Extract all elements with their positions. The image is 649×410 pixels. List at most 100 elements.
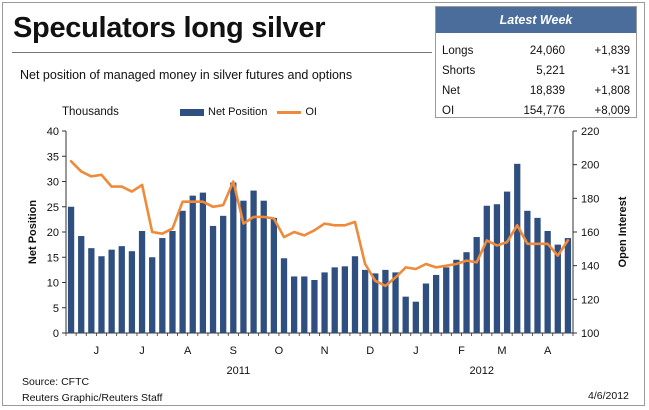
row-change: +1,808 — [594, 85, 631, 97]
latest-week-panel: Latest Week Longs 24,060 +1,839 Shorts 5… — [435, 6, 637, 118]
bar — [149, 257, 156, 333]
bar — [209, 225, 217, 333]
row-change: +31 — [610, 65, 630, 77]
bar — [534, 217, 541, 333]
bar — [361, 269, 369, 333]
bar — [250, 190, 257, 333]
y-right-tick-label: 180 — [581, 193, 599, 205]
bar — [331, 267, 338, 333]
bar — [108, 249, 115, 333]
bar — [138, 230, 146, 333]
bar — [230, 182, 237, 333]
y-left-tick-label: 20 — [47, 227, 59, 239]
bar — [128, 251, 136, 333]
bar — [169, 230, 176, 333]
bar — [544, 230, 551, 333]
bar — [301, 276, 308, 333]
legend-item-net-position: Net Position — [180, 106, 267, 118]
month-label: O — [275, 345, 284, 357]
units-label: Thousands — [62, 106, 119, 118]
chart-title: Speculators long silver — [13, 12, 326, 44]
bar — [199, 192, 207, 333]
legend-label: Net Position — [208, 106, 268, 118]
y-right-tick-label: 140 — [581, 261, 599, 273]
y-left-tick-label: 10 — [47, 278, 59, 290]
bar — [291, 276, 298, 333]
bar — [503, 191, 511, 333]
bar — [564, 238, 572, 333]
title-divider — [12, 52, 432, 53]
legend-bar-swatch — [180, 108, 204, 116]
bar — [402, 296, 409, 333]
bar — [88, 248, 95, 333]
month-label: N — [321, 345, 329, 357]
table-row: OI 154,776 +8,009 — [436, 101, 636, 121]
bar — [392, 272, 399, 333]
legend-label: OI — [305, 106, 317, 118]
source-note: Source: CFTC — [22, 376, 90, 388]
y-left-tick-label: 35 — [47, 151, 59, 163]
bar — [179, 210, 186, 333]
bar — [311, 279, 318, 333]
bar — [514, 163, 521, 333]
bar — [432, 274, 440, 333]
month-label: J — [139, 345, 145, 357]
bar — [483, 205, 490, 333]
bars-layer — [67, 163, 572, 333]
latest-week-header: Latest Week — [436, 7, 636, 33]
labels-layer: 0 5 10 15 20 25 30 35 40 100 120 140 160 180 200 220 Net… — [27, 126, 629, 377]
bar — [524, 210, 531, 333]
y-left-tick-label: 40 — [47, 126, 59, 138]
year-label: 2012 — [469, 365, 493, 377]
y-right-tick-label: 200 — [581, 160, 599, 172]
date-stamp: 4/6/2012 — [588, 390, 629, 402]
bar — [240, 200, 247, 333]
row-label: OI — [442, 105, 455, 117]
year-label: 2011 — [227, 365, 251, 377]
legend-item-oi: OI — [277, 106, 317, 118]
bar — [554, 244, 561, 333]
bar — [351, 256, 359, 333]
bar — [159, 238, 166, 333]
bar — [463, 252, 470, 333]
bar — [260, 200, 267, 333]
y-left-tick-label: 5 — [53, 303, 59, 315]
row-change: +1,839 — [594, 45, 631, 57]
row-label: Longs — [442, 45, 474, 57]
bar — [412, 301, 419, 333]
table-row: Longs 24,060 +1,839 — [436, 41, 636, 61]
y-left-axis-title: Net Position — [27, 200, 39, 264]
table-row: Shorts 5,221 +31 — [436, 61, 636, 81]
y-left-tick-label: 15 — [47, 252, 59, 264]
month-label: A — [184, 345, 192, 357]
table-row: Net 18,839 +1,808 — [436, 81, 636, 101]
bar — [118, 246, 125, 333]
y-right-tick-label: 160 — [581, 227, 599, 239]
row-value: 24,060 — [529, 45, 566, 57]
month-label: J — [94, 345, 100, 357]
bar — [280, 258, 288, 333]
latest-week-table: Longs 24,060 +1,839 Shorts 5,221 +31 Net… — [436, 41, 636, 121]
y-left-tick-label: 25 — [47, 202, 59, 214]
chart-subtitle: Net position of managed money in silver … — [20, 68, 353, 82]
credit-note: Reuters Graphic/Reuters Staff — [22, 392, 163, 404]
bar — [453, 259, 460, 333]
bar — [382, 269, 389, 333]
bar — [422, 283, 430, 333]
bar — [493, 204, 501, 333]
row-value: 154,776 — [523, 105, 566, 117]
bar — [473, 237, 480, 333]
bar — [67, 206, 75, 333]
y-left-tick-label: 30 — [47, 177, 59, 189]
row-label: Shorts — [442, 65, 476, 77]
month-label: A — [544, 345, 552, 357]
bar — [189, 195, 196, 333]
row-value: 5,221 — [536, 65, 566, 77]
bar — [270, 217, 278, 333]
month-label: D — [366, 345, 374, 357]
bar — [220, 215, 227, 333]
y-right-axis-title: Open Interest — [617, 196, 629, 267]
bar — [321, 272, 328, 333]
bar — [372, 273, 379, 333]
